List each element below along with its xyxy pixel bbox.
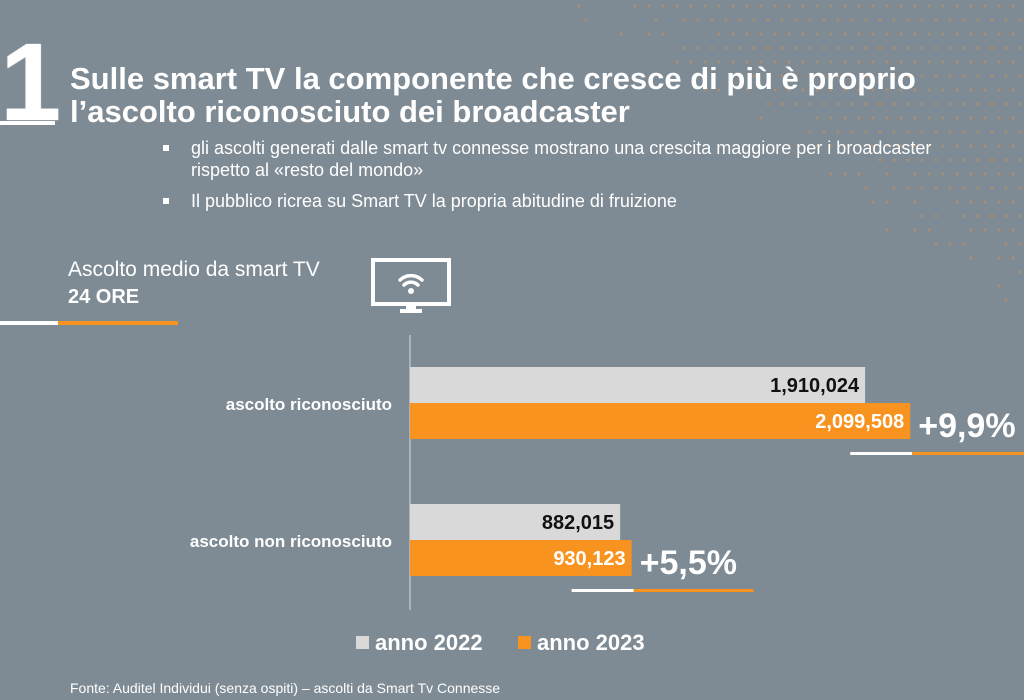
growth-underline-white — [572, 589, 634, 592]
legend-swatch-2022 — [356, 636, 369, 649]
growth-underline-white — [850, 452, 912, 455]
legend-label-2022: anno 2022 — [375, 630, 483, 655]
growth-label: +9,9% — [918, 407, 1015, 445]
bar-chart: ascolto riconosciuto 1,910,024 2,099,508 +9… — [0, 0, 1024, 700]
data-label: 2,099,508 — [815, 411, 904, 433]
growth-label: +5,5% — [640, 544, 737, 582]
legend-item-2023: anno 2023 — [518, 630, 645, 656]
legend-item-2022: anno 2022 — [356, 630, 483, 656]
growth-underline-orange — [912, 452, 1024, 455]
data-label: 930,123 — [553, 548, 625, 570]
legend-swatch-2023 — [518, 636, 531, 649]
data-label: 882,015 — [542, 512, 614, 534]
legend-label-2023: anno 2023 — [537, 630, 645, 655]
category-label: ascolto non riconosciuto — [190, 532, 392, 551]
growth-underline-orange — [634, 589, 754, 592]
category-label: ascolto riconosciuto — [226, 395, 392, 414]
data-label: 1,910,024 — [770, 375, 860, 397]
source-footnote: Fonte: Auditel Individui (senza ospiti) … — [70, 680, 500, 696]
